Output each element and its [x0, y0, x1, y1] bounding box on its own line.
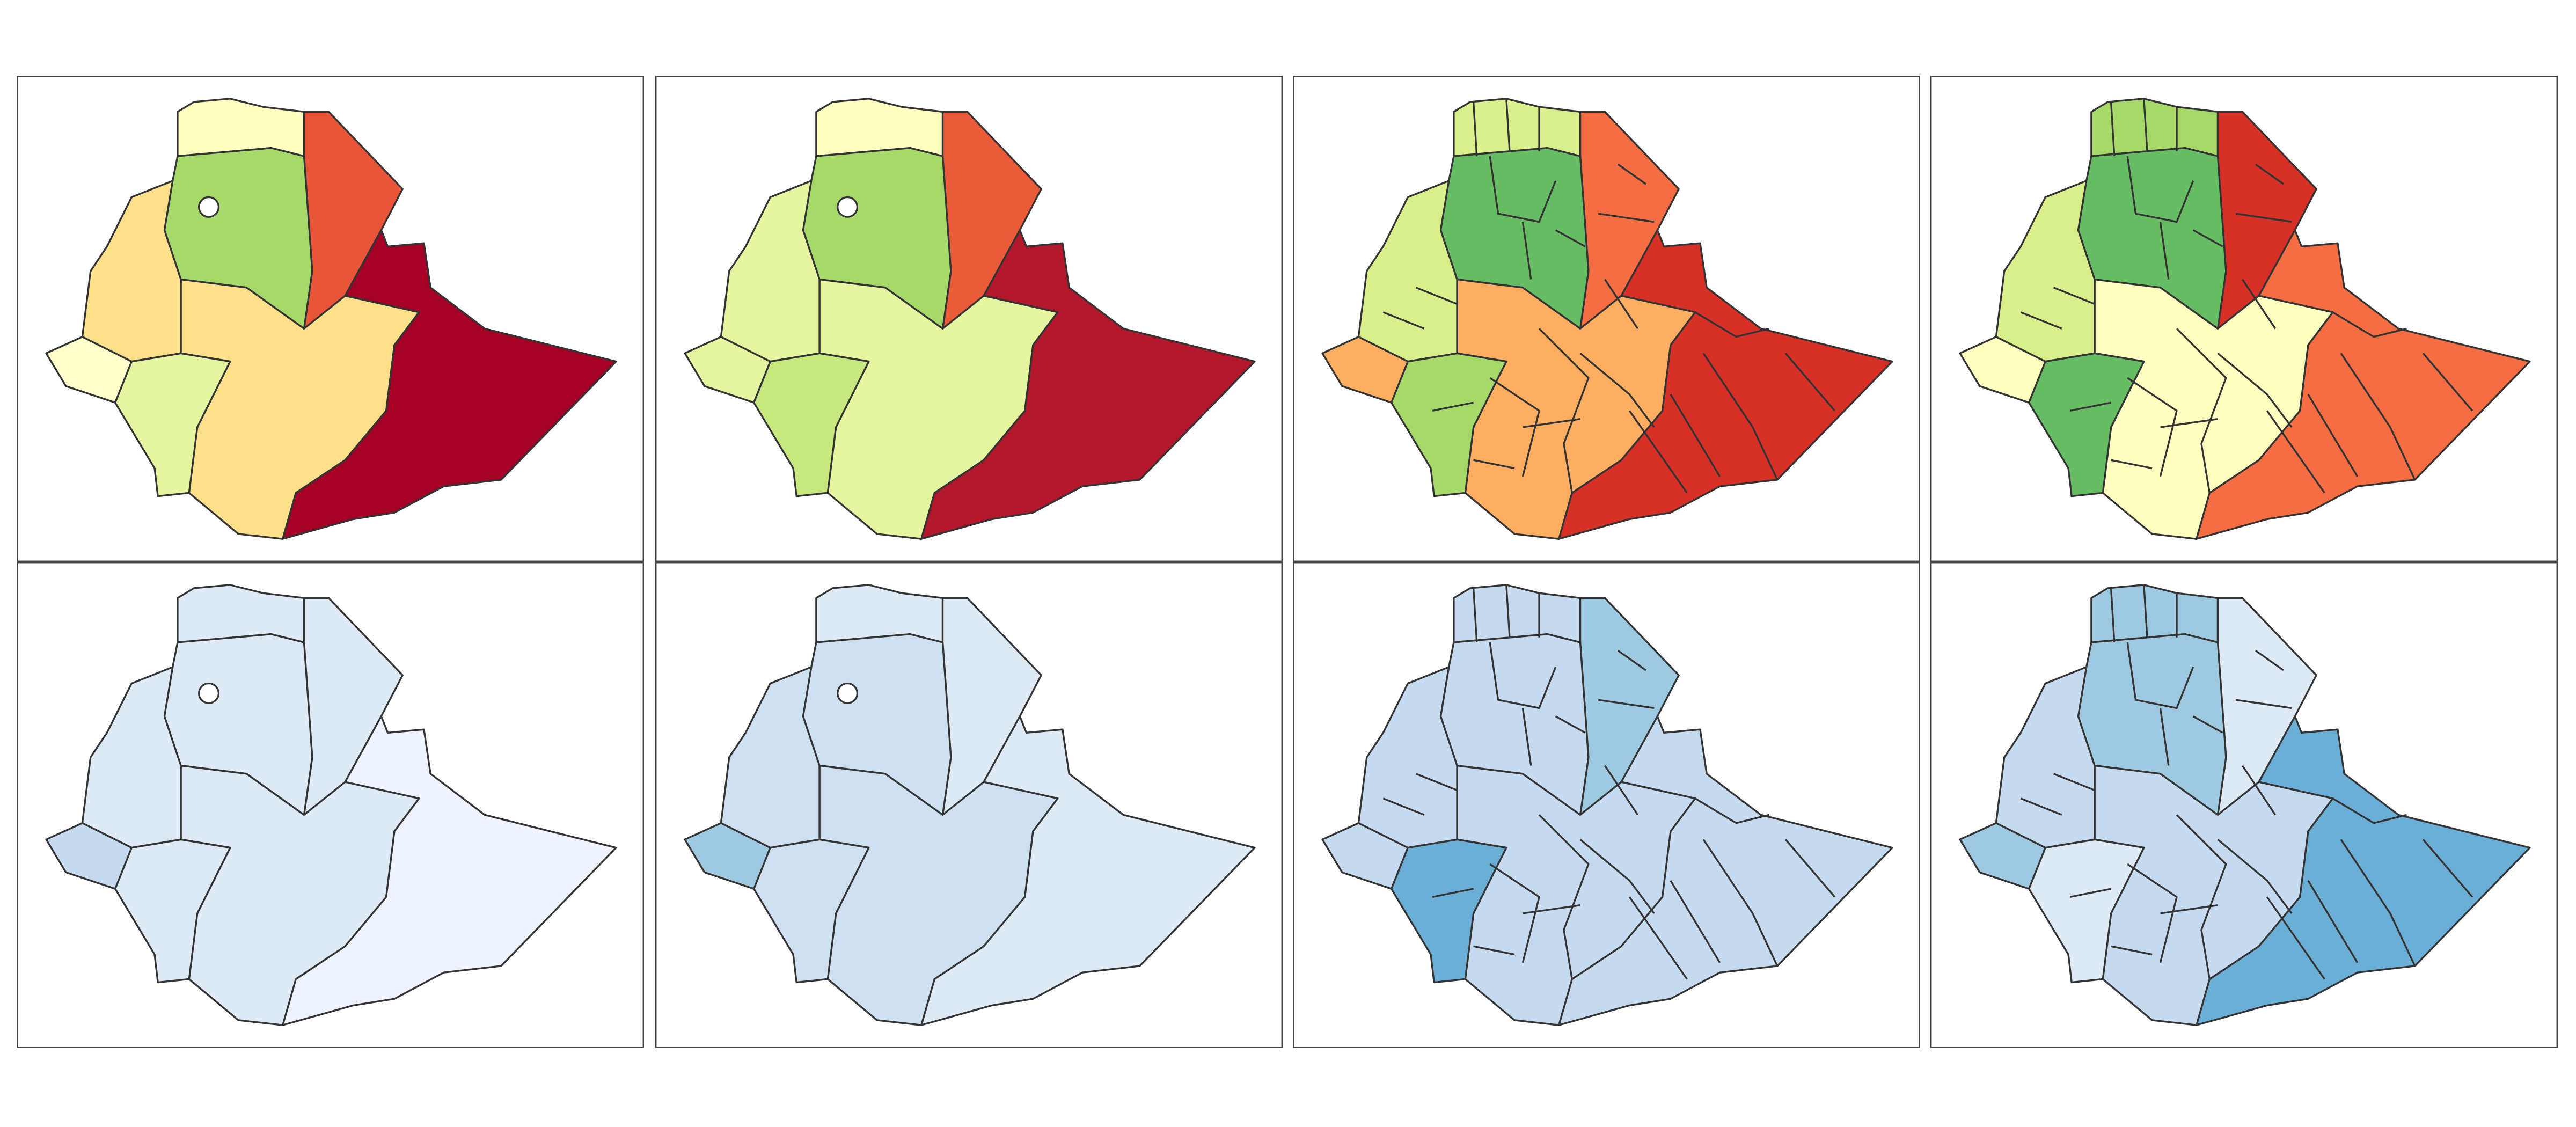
lake: [837, 682, 859, 704]
map-panel: [655, 562, 1283, 1048]
lake: [198, 196, 220, 218]
map-panel: [1293, 76, 1920, 562]
map: [45, 98, 617, 540]
map-panel: [1293, 562, 1920, 1048]
lake: [837, 196, 859, 218]
map: [45, 584, 617, 1026]
map-panel: [17, 562, 644, 1048]
map-panel: [655, 76, 1283, 562]
map: [684, 98, 1256, 540]
map-panel: [1930, 76, 2558, 562]
lake: [198, 682, 220, 704]
map-panel: [17, 76, 644, 562]
map: [684, 584, 1256, 1026]
map-panel: [1930, 562, 2558, 1048]
